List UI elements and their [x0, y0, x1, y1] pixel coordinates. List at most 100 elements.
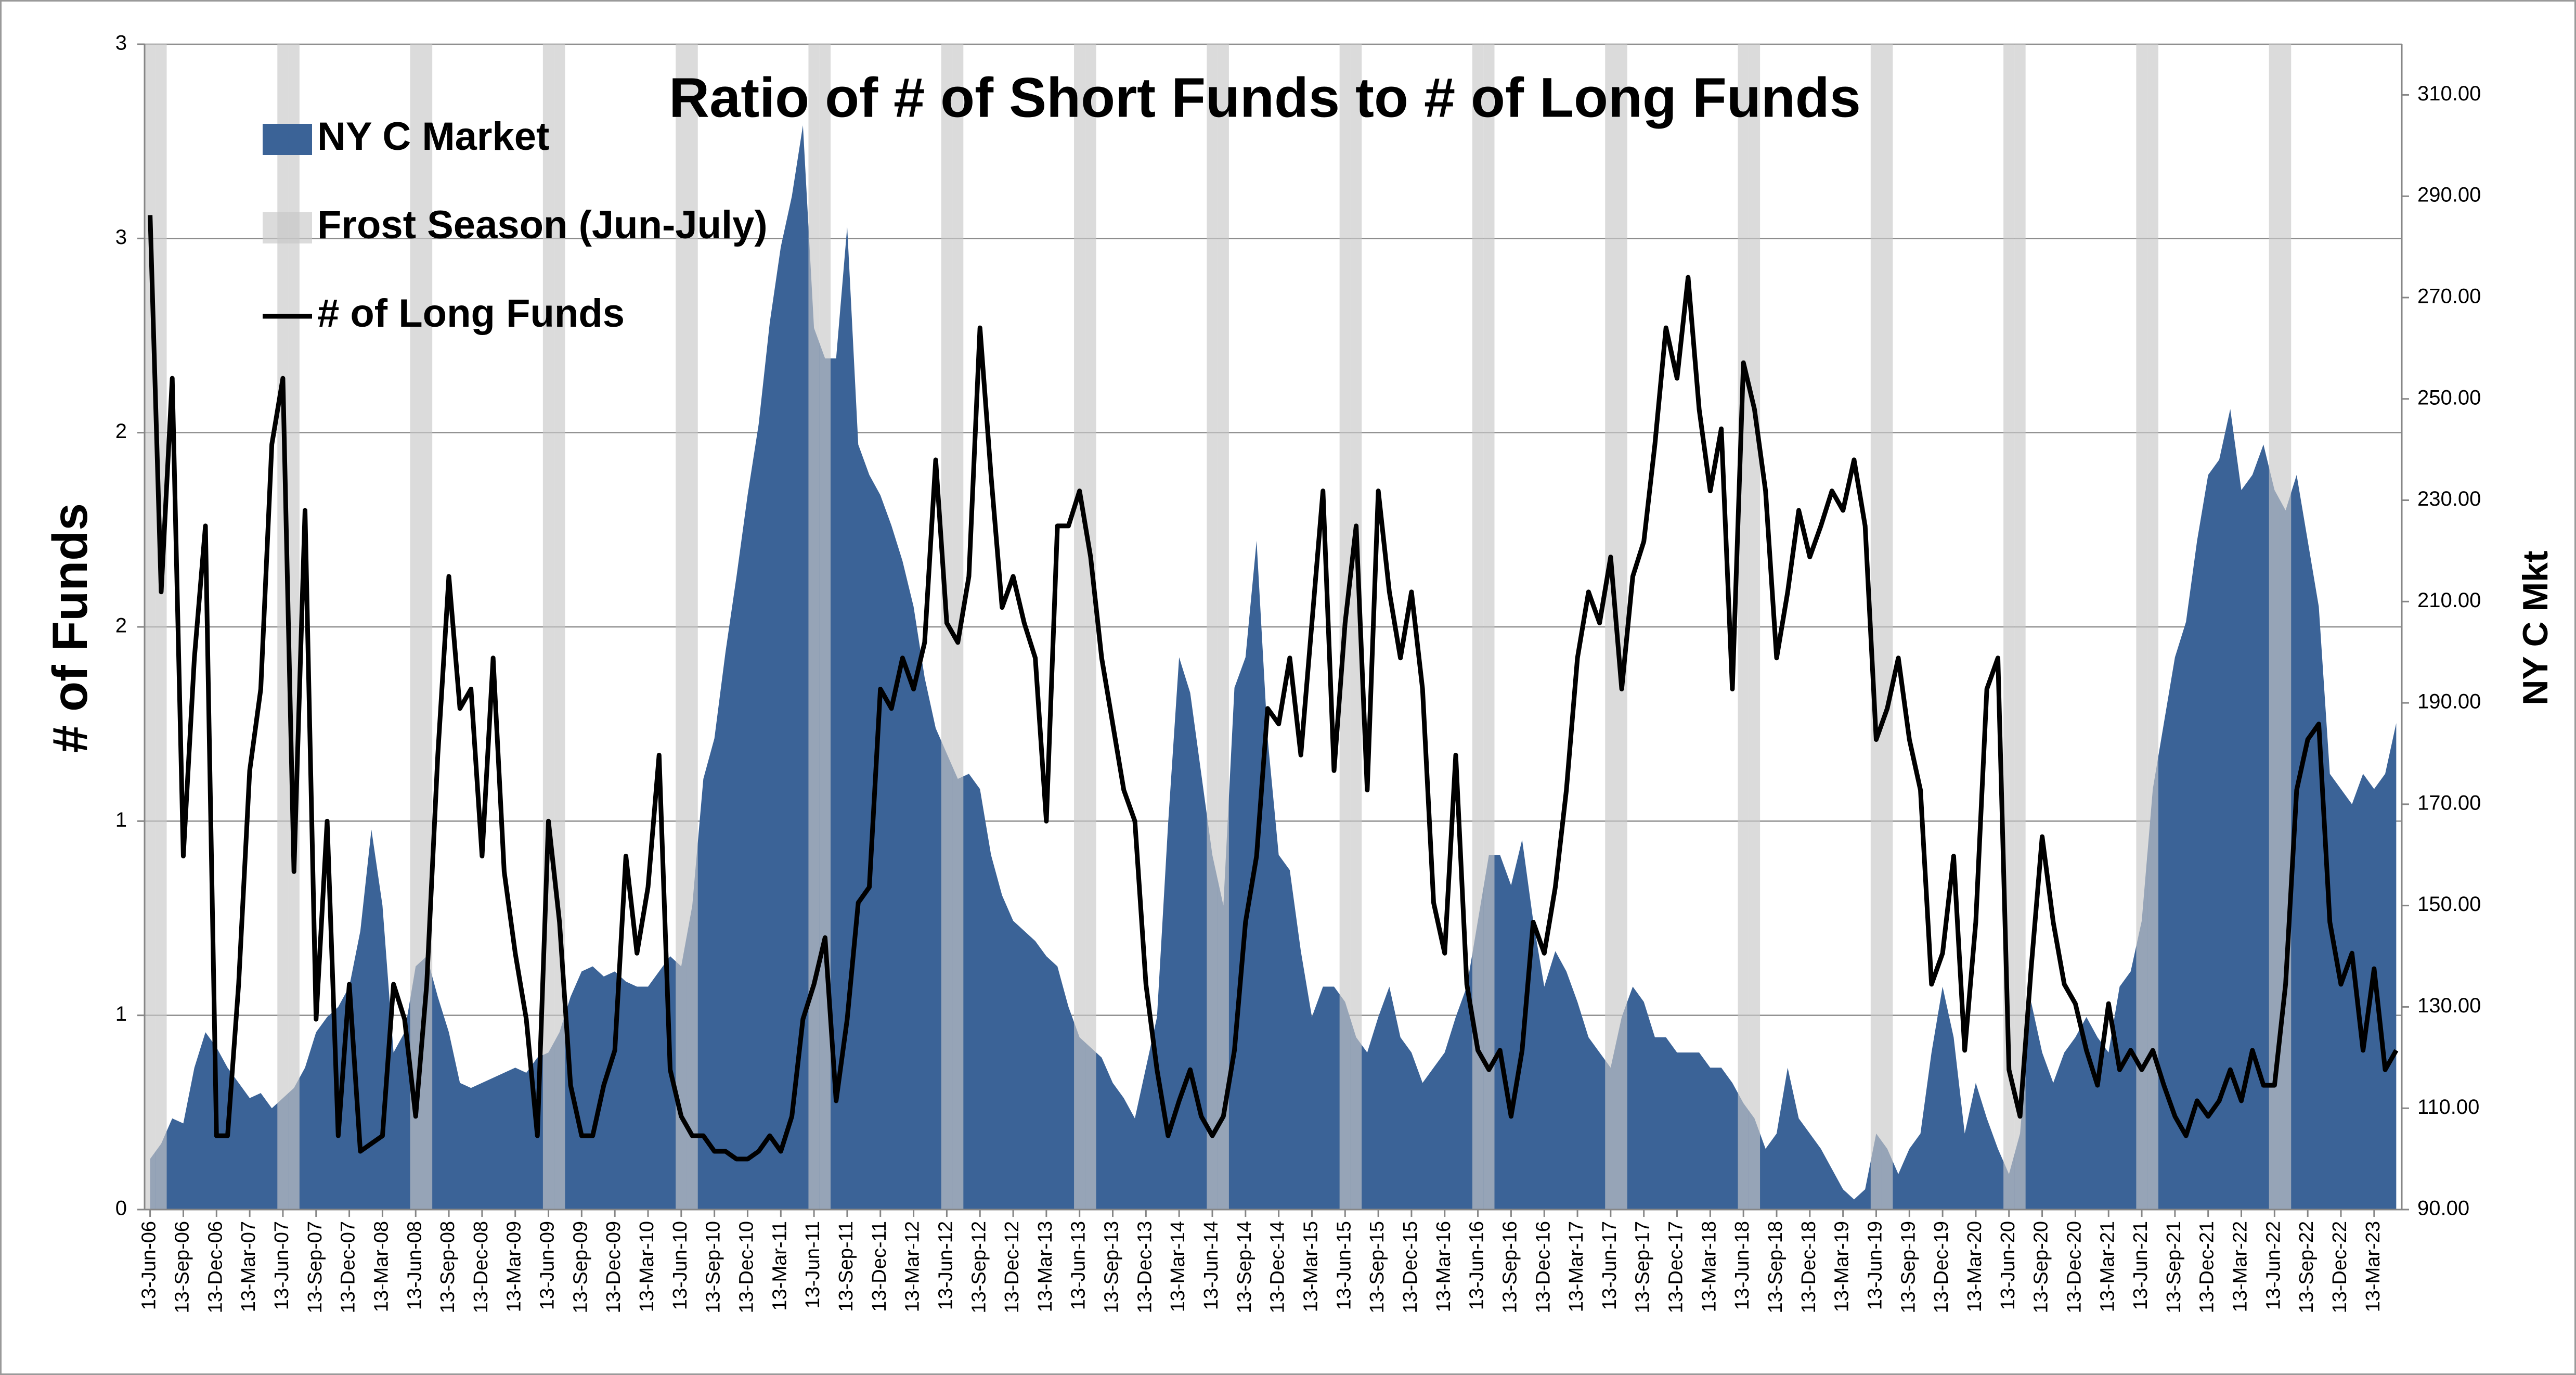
x-tick-label: 13-Mar-17 [1565, 1221, 1587, 1312]
y-tick-label: 3 [115, 226, 127, 249]
x-tick-label: 13-Dec-10 [735, 1221, 757, 1313]
x-tick-label: 13-Mar-14 [1167, 1221, 1189, 1312]
x-tick-label: 13-Dec-18 [1798, 1221, 1820, 1313]
x-tick-label: 13-Dec-17 [1665, 1221, 1687, 1313]
x-tick-label: 13-Mar-21 [2096, 1221, 2118, 1312]
legend-label: # of Long Funds [317, 291, 625, 336]
x-tick-label: 13-Dec-12 [1001, 1221, 1023, 1313]
x-tick-label: 13-Dec-20 [2063, 1221, 2085, 1313]
frost-band [410, 44, 421, 1210]
x-tick-label: 13-Sep-07 [304, 1221, 326, 1313]
chart-title: Ratio of # of Short Funds to # of Long F… [669, 66, 1861, 129]
y2-tick-label: 270.00 [2417, 285, 2481, 308]
x-tick-label: 13-Dec-16 [1532, 1221, 1554, 1313]
frost-band [2014, 44, 2026, 1210]
area [150, 125, 2397, 1210]
x-tick-label: 13-Dec-11 [869, 1221, 890, 1312]
data-layer [145, 44, 2399, 1210]
frost-band [1483, 44, 1495, 1210]
x-tick-label: 13-Mar-15 [1300, 1221, 1322, 1312]
frost-band [1218, 44, 1229, 1210]
x-tick-label: 13-Dec-21 [2196, 1221, 2218, 1313]
x-tick-label: 13-Jun-21 [2130, 1221, 2152, 1310]
y2-tick-label: 170.00 [2417, 791, 2481, 814]
frost-band [2147, 44, 2158, 1210]
legend: NY C Market Frost Season (Jun-July) # of L… [263, 114, 768, 336]
x-tick-label: 13-Jun-10 [669, 1221, 691, 1310]
x-tick-label: 13-Dec-06 [204, 1221, 226, 1313]
x-tick-label: 13-Jun-22 [2262, 1221, 2284, 1310]
x-tick-label: 13-Jun-13 [1068, 1221, 1090, 1310]
x-tick-label: 13-Dec-19 [1931, 1221, 1952, 1313]
x-tick-label: 13-Sep-16 [1499, 1221, 1521, 1313]
x-tick-label: 13-Dec-08 [470, 1221, 492, 1313]
x-tick-label: 13-Mar-13 [1034, 1221, 1056, 1312]
x-tick-label: 13-Jun-09 [537, 1221, 559, 1310]
y-tick-label: 0 [115, 1197, 127, 1220]
x-tick-label: 13-Sep-11 [835, 1221, 857, 1312]
x-tick-label: 13-Mar-23 [2362, 1221, 2384, 1312]
x-tick-label: 13-Mar-18 [1698, 1221, 1720, 1312]
x-tick-label: 13-Sep-15 [1366, 1221, 1388, 1313]
x-tick-label: 13-Mar-12 [902, 1221, 924, 1312]
x-tick-label: 13-Mar-10 [636, 1221, 658, 1312]
x-tick-label: 13-Mar-20 [1964, 1221, 1986, 1312]
x-tick-label: 13-Sep-22 [2296, 1221, 2318, 1313]
x-tick-label: 13-Sep-09 [569, 1221, 591, 1313]
x-tick-label: 13-Jun-18 [1731, 1221, 1753, 1310]
x-tick-label: 13-Sep-08 [437, 1221, 459, 1313]
x-tick-label: 13-Jun-08 [404, 1221, 425, 1310]
x-tick-label: 13-Mar-16 [1433, 1221, 1455, 1312]
line [148, 215, 2399, 1162]
x-tick-label: 13-Sep-10 [703, 1221, 724, 1313]
x-tick-label: 13-Sep-06 [171, 1221, 193, 1313]
legend-label: Frost Season (Jun-July) [317, 203, 768, 247]
legend-swatch [263, 124, 312, 155]
x-tick-label: 13-Jun-15 [1333, 1221, 1355, 1310]
y2-tick-label: 110.00 [2417, 1096, 2479, 1119]
y2-tick-label: 190.00 [2417, 690, 2481, 713]
x-tick-label: 13-Sep-13 [1101, 1221, 1123, 1313]
frost-band [676, 44, 687, 1210]
x-tick-label: 13-Jun-14 [1200, 1221, 1222, 1310]
x-tick-label: 13-Sep-12 [968, 1221, 990, 1313]
y2-axis-title: NY C Mkt [2516, 550, 2555, 705]
x-tick-label: 13-Dec-09 [603, 1221, 625, 1313]
x-tick-label: 13-Mar-11 [769, 1221, 791, 1310]
x-tick-label: 13-Mar-22 [2230, 1221, 2251, 1312]
frost-band [1085, 44, 1096, 1210]
x-tick-label: 13-Jun-06 [138, 1221, 160, 1310]
x-tick-label: 13-Mar-08 [370, 1221, 392, 1312]
x-tick-label: 13-Jun-16 [1466, 1221, 1488, 1310]
frost-band [277, 44, 289, 1210]
x-tick-label: 13-Mar-09 [503, 1221, 525, 1312]
y2-tick-label: 310.00 [2417, 82, 2481, 105]
x-tick-label: 13-Jun-12 [935, 1221, 956, 1310]
frost-band [288, 44, 300, 1210]
x-tick-label: 13-Jun-17 [1599, 1221, 1621, 1310]
x-tick-label: 13-Sep-18 [1765, 1221, 1787, 1313]
frost-band [1605, 44, 1616, 1210]
x-tick-label: 13-Dec-15 [1400, 1221, 1421, 1313]
frost-band [808, 44, 820, 1210]
y2-tick-label: 90.00 [2417, 1197, 2469, 1220]
legend-swatch [263, 212, 312, 243]
frost-band [1616, 44, 1627, 1210]
y2-tick-label: 210.00 [2417, 589, 2481, 612]
frost-band [1870, 44, 1882, 1210]
frost-band [2136, 44, 2147, 1210]
y2-tick-label: 130.00 [2417, 994, 2481, 1017]
x-tick-label: 13-Sep-14 [1234, 1221, 1255, 1313]
x-tick-label: 13-Sep-20 [2030, 1221, 2052, 1313]
frost-band [819, 44, 831, 1210]
y2-tick-label: 150.00 [2417, 893, 2481, 916]
y-axis-title: # of Funds [43, 503, 98, 753]
legend-label: NY C Market [317, 114, 549, 159]
frost-band [1749, 44, 1761, 1210]
x-tick-label: 13-Jun-19 [1864, 1221, 1886, 1310]
x-tick-label: 13-Mar-19 [1831, 1221, 1853, 1312]
x-tick-label: 13-Mar-07 [238, 1221, 260, 1312]
frost-band [1207, 44, 1218, 1210]
x-tick-label: 13-Sep-21 [2163, 1221, 2185, 1313]
